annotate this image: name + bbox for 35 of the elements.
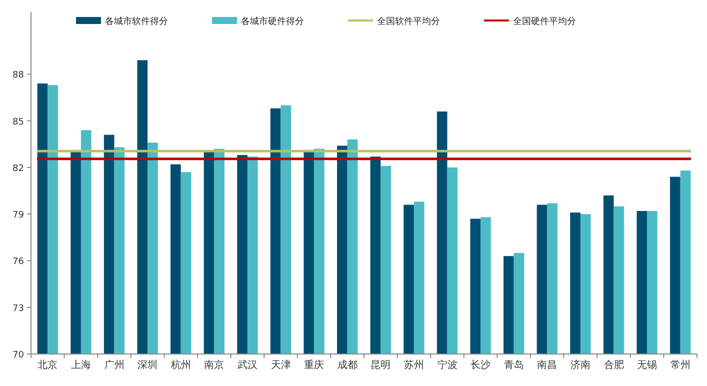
x-tick-label: 深圳 (138, 359, 158, 371)
x-tick-label: 南昌 (537, 359, 558, 371)
x-tick-label: 青岛 (504, 359, 524, 371)
x-tick-label: 长沙 (470, 359, 491, 371)
x-tick-label: 成都 (337, 359, 358, 371)
legend-item: 各城市硬件得分 (212, 17, 304, 27)
y-tick-label: 85 (12, 117, 24, 128)
x-tick-label: 广州 (104, 359, 124, 371)
y-tick-label: 73 (12, 304, 24, 314)
legend-item: 全国硬件平均分 (484, 17, 576, 27)
x-tick-label: 杭州 (170, 359, 191, 371)
y-tick-label: 82 (12, 164, 24, 174)
legend-label: 各城市软件得分 (105, 16, 168, 27)
x-tick-label: 南京 (204, 359, 224, 371)
x-tick-label: 济南 (570, 359, 590, 371)
y-tick-label: 70 (12, 350, 24, 360)
x-tick-label: 北京 (38, 359, 58, 371)
legend-label: 全国软件平均分 (377, 16, 440, 27)
x-tick-label: 武汉 (237, 359, 258, 371)
x-tick-label: 苏州 (404, 359, 424, 371)
x-tick-label: 合肥 (604, 359, 624, 371)
x-tick-label: 昆明 (370, 360, 391, 371)
y-tick-label: 88 (12, 70, 24, 81)
legend-item: 各城市软件得分 (76, 17, 168, 27)
legend-item: 全国软件平均分 (348, 17, 440, 27)
x-tick-label: 天津 (270, 359, 291, 371)
x-tick-label: 宁波 (437, 359, 458, 371)
x-tick-label: 重庆 (304, 359, 324, 371)
y-tick-label: 79 (12, 210, 24, 221)
x-tick-label: 常州 (670, 359, 690, 371)
x-tick-label: 上海 (70, 359, 91, 371)
y-tick-label: 76 (12, 257, 24, 268)
legend-label: 各城市硬件得分 (241, 16, 304, 27)
x-tick-label: 无锡 (637, 360, 658, 371)
legend-label: 全国硬件平均分 (513, 16, 576, 27)
